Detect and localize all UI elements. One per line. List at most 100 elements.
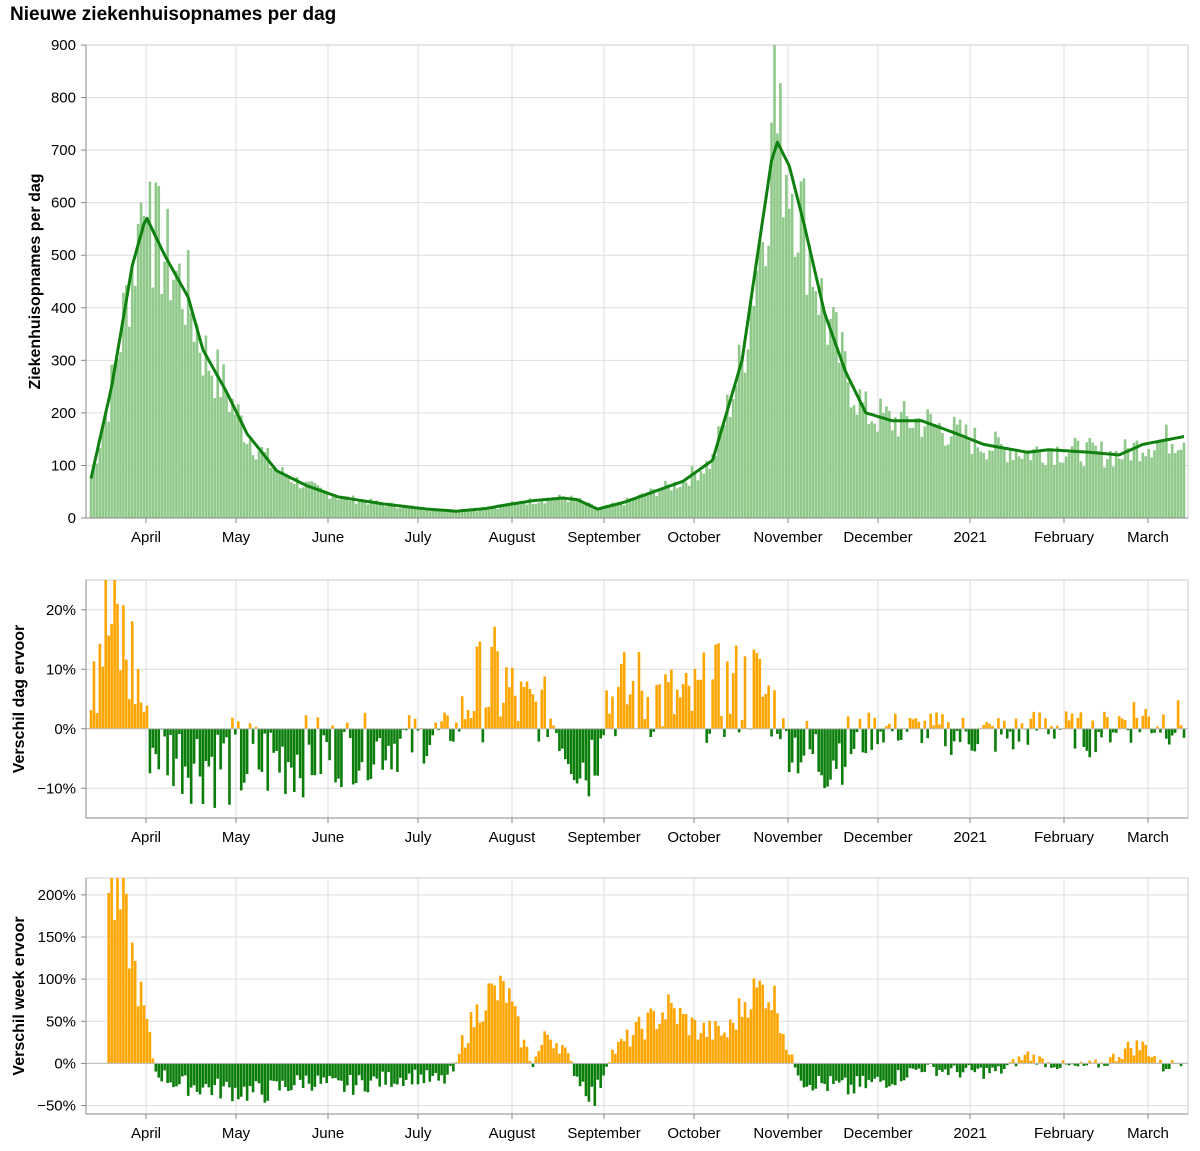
bar xyxy=(116,358,119,518)
bar xyxy=(1138,1050,1142,1064)
bar xyxy=(835,312,838,518)
bar xyxy=(640,690,644,729)
bar xyxy=(637,652,641,729)
bar xyxy=(823,313,826,518)
bar xyxy=(614,1053,617,1064)
bar xyxy=(979,1063,983,1068)
bar xyxy=(1097,728,1100,733)
bar xyxy=(1079,461,1083,518)
bar xyxy=(1147,716,1150,729)
bar xyxy=(175,1063,178,1087)
bar xyxy=(667,484,670,518)
bar xyxy=(1058,1063,1062,1068)
bar xyxy=(1114,451,1118,518)
bar xyxy=(664,674,667,729)
bar xyxy=(944,728,947,747)
bar xyxy=(708,728,711,734)
bar xyxy=(690,710,694,729)
bar xyxy=(631,1035,635,1064)
bar xyxy=(272,468,275,518)
bar xyxy=(1144,1044,1147,1064)
bar xyxy=(826,1063,829,1091)
bar xyxy=(982,452,985,518)
bar xyxy=(401,728,405,730)
bar xyxy=(1011,728,1015,750)
bar xyxy=(204,728,208,762)
bar xyxy=(154,728,158,755)
bar xyxy=(1159,439,1162,518)
bar xyxy=(905,416,909,518)
bar xyxy=(540,501,544,518)
bar xyxy=(726,661,729,729)
bar xyxy=(558,1053,561,1064)
bar xyxy=(460,696,464,729)
bar xyxy=(1126,1041,1130,1064)
bar xyxy=(1035,446,1038,518)
bar xyxy=(888,1063,891,1087)
bar xyxy=(605,1063,608,1067)
bar xyxy=(440,511,443,518)
bar xyxy=(263,451,267,518)
bar xyxy=(369,1063,373,1081)
bar xyxy=(136,668,140,729)
bar xyxy=(237,404,240,518)
bar xyxy=(443,510,446,518)
bar xyxy=(997,718,1000,729)
bar xyxy=(941,714,944,729)
bar xyxy=(313,483,317,518)
bar xyxy=(1050,451,1053,518)
bar xyxy=(157,728,161,770)
bar xyxy=(893,417,897,518)
bar xyxy=(195,1063,199,1092)
bar xyxy=(675,689,679,729)
bar xyxy=(304,1063,308,1076)
bar xyxy=(263,1063,267,1103)
chart-panel-3: −50% 0% 50% 100% 150% 200% April May June July Aug… xyxy=(11,877,1189,1142)
bar xyxy=(787,208,791,518)
bar xyxy=(487,509,491,518)
bar xyxy=(961,717,965,729)
bar xyxy=(655,496,658,518)
bar xyxy=(307,481,311,518)
bar xyxy=(808,244,812,519)
bar xyxy=(425,1063,429,1071)
bar xyxy=(602,506,605,518)
bar xyxy=(219,397,222,518)
bar xyxy=(1020,723,1024,729)
bar xyxy=(463,511,467,518)
bar xyxy=(260,447,264,518)
bar xyxy=(843,351,847,518)
bar xyxy=(505,503,508,518)
bar xyxy=(269,1063,273,1081)
bar xyxy=(543,1031,546,1064)
bar xyxy=(295,1063,299,1076)
bar xyxy=(973,728,977,752)
bar xyxy=(737,728,741,733)
bar xyxy=(384,1063,387,1085)
bar xyxy=(387,1063,390,1073)
bar xyxy=(304,481,308,518)
bar xyxy=(166,208,169,518)
bar xyxy=(652,728,656,732)
y-tick-label: 200 xyxy=(51,405,76,422)
bar xyxy=(552,1048,555,1064)
y-tick-label: 0% xyxy=(54,721,76,738)
bar xyxy=(572,1063,576,1076)
bar xyxy=(98,643,102,729)
bar xyxy=(266,728,270,791)
bar xyxy=(796,728,800,774)
bar xyxy=(1103,1063,1106,1066)
x-tick-label: 2021 xyxy=(953,829,986,846)
bar xyxy=(864,391,868,518)
y-tick-label: 50% xyxy=(46,1013,76,1030)
bar xyxy=(154,1063,158,1072)
bar xyxy=(410,1063,414,1085)
bar xyxy=(384,728,387,761)
bar xyxy=(390,502,393,518)
bar xyxy=(737,344,741,518)
bar xyxy=(254,1063,258,1082)
bar xyxy=(113,919,116,1064)
bar xyxy=(796,1063,800,1076)
bar xyxy=(958,419,962,518)
bar xyxy=(643,494,647,518)
